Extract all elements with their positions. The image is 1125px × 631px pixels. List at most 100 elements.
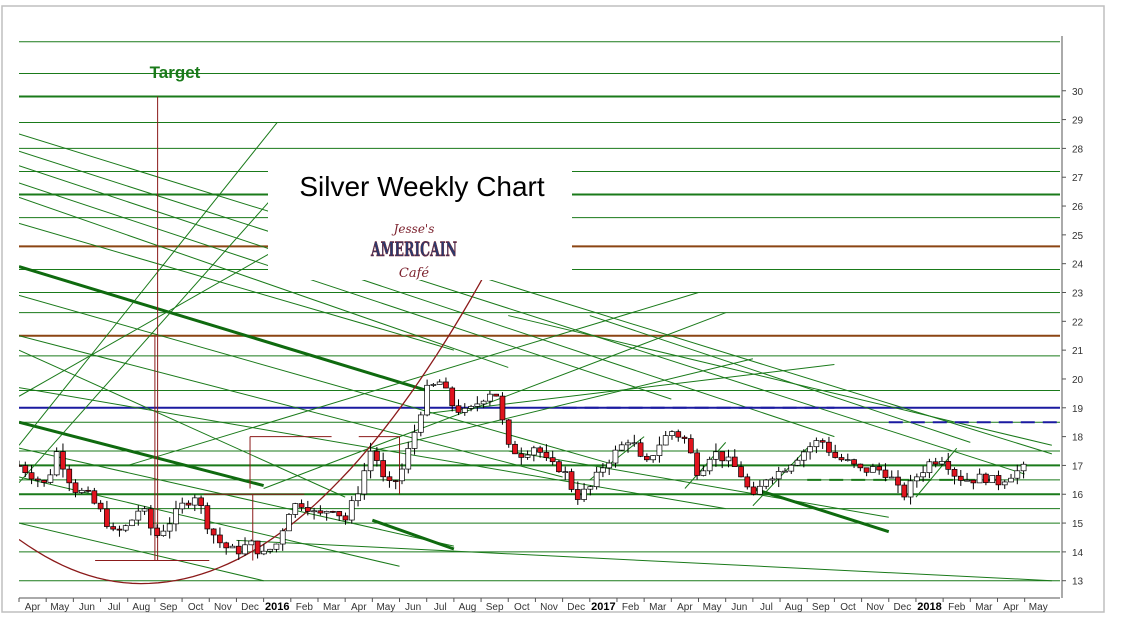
candle-body-18 xyxy=(129,519,135,527)
candle-body-127 xyxy=(813,440,820,448)
x-tick-label-32: Dec xyxy=(893,602,911,613)
x-tick-label-5: Sep xyxy=(160,602,178,613)
candle-body-112 xyxy=(719,451,726,462)
candle-body-44 xyxy=(292,503,299,515)
watermark-line2: AMERICAIN xyxy=(370,237,457,261)
candle-body-66 xyxy=(430,384,437,386)
candle-body-97 xyxy=(625,442,631,446)
y-tick-label-15: 15 xyxy=(1072,519,1084,530)
x-tick-label-17: Sep xyxy=(486,602,504,613)
candlesticks xyxy=(19,377,1027,560)
candle-body-83 xyxy=(537,447,543,453)
candle-body-140 xyxy=(895,476,901,486)
candle-body-129 xyxy=(826,441,832,453)
candle-body-101 xyxy=(650,455,656,461)
candle-body-143 xyxy=(913,476,920,482)
candle-body-116 xyxy=(744,476,751,488)
candle-body-6 xyxy=(53,451,60,476)
candle-body-0 xyxy=(19,465,22,467)
x-tick-label-1: May xyxy=(50,602,69,613)
candle-body-48 xyxy=(317,510,324,514)
candle-body-58 xyxy=(380,460,387,478)
candle-body-43 xyxy=(286,514,292,532)
candle-body-54 xyxy=(355,493,361,502)
candle-body-103 xyxy=(662,435,669,446)
y-tick-label-22: 22 xyxy=(1072,317,1084,328)
candle-body-80 xyxy=(518,453,525,458)
candle-body-125 xyxy=(800,451,807,461)
candle-body-119 xyxy=(763,479,770,487)
candle-body-90 xyxy=(581,488,587,500)
candle-body-50 xyxy=(330,511,336,513)
candle-body-128 xyxy=(819,440,826,443)
x-tick-label-12: Apr xyxy=(351,602,367,613)
candle-body-40 xyxy=(267,548,273,552)
y-tick-label-20: 20 xyxy=(1072,375,1084,386)
trend-line-14 xyxy=(589,315,971,443)
y-tick-label-13: 13 xyxy=(1072,577,1084,588)
candle-body-152 xyxy=(970,479,977,484)
candle-body-60 xyxy=(392,480,399,482)
x-tick-label-16: Aug xyxy=(459,602,477,613)
candle-body-3 xyxy=(34,478,41,481)
candle-body-36 xyxy=(242,544,248,555)
trend-line-2 xyxy=(19,165,835,438)
x-tick-label-0: Apr xyxy=(25,602,41,613)
watermark-line3: Café xyxy=(399,266,430,281)
x-tick-label-15: Jul xyxy=(434,602,447,613)
watermark-logo: Jesse's AMERICAIN Café xyxy=(370,222,457,281)
trend-line-8 xyxy=(19,349,346,498)
candle-body-28 xyxy=(191,497,198,506)
candle-body-158 xyxy=(1008,477,1014,483)
y-tick-label-26: 26 xyxy=(1072,202,1084,213)
candle-body-70 xyxy=(455,405,462,413)
candle-body-153 xyxy=(976,473,983,484)
candle-body-121 xyxy=(775,471,782,480)
candle-body-141 xyxy=(901,484,908,498)
candle-body-8 xyxy=(66,468,73,484)
x-tick-label-18: Oct xyxy=(514,602,530,613)
y-tick-label-16: 16 xyxy=(1072,490,1084,501)
x-tick-label-26: Jun xyxy=(731,602,747,613)
x-tick-label-19: Nov xyxy=(540,602,558,613)
x-tick-label-27: Jul xyxy=(760,602,773,613)
candle-body-29 xyxy=(198,497,204,506)
trend-line-7 xyxy=(19,294,618,466)
candle-body-12 xyxy=(91,490,98,504)
candle-body-157 xyxy=(1001,481,1008,486)
candle-body-4 xyxy=(41,479,47,483)
candle-body-124 xyxy=(794,459,801,466)
candle-body-123 xyxy=(788,464,795,472)
candle-body-148 xyxy=(945,461,952,470)
candle-body-155 xyxy=(989,475,996,484)
candle-body-130 xyxy=(832,451,839,458)
trend-line-21 xyxy=(19,176,292,484)
candle-body-134 xyxy=(857,463,864,469)
candle-body-160 xyxy=(1020,463,1027,472)
x-tick-label-30: Oct xyxy=(840,602,856,613)
candle-body-136 xyxy=(870,466,876,473)
candle-body-74 xyxy=(480,400,487,405)
y-tick-label-28: 28 xyxy=(1072,144,1084,155)
candle-body-91 xyxy=(587,486,594,490)
x-tick-label-35: Mar xyxy=(975,602,993,613)
candle-body-105 xyxy=(675,431,682,438)
candle-body-53 xyxy=(348,500,355,521)
candle-body-111 xyxy=(713,451,719,460)
candle-body-65 xyxy=(424,384,430,416)
candle-body-126 xyxy=(807,446,813,453)
candle-body-106 xyxy=(681,436,688,439)
candle-body-24 xyxy=(166,523,173,532)
y-axis: 13 14 15 16 17 18 19 20 21 22 23 24 25 26 27 28 29 30 xyxy=(1061,36,1084,598)
candle-body-33 xyxy=(223,542,230,549)
candle-body-107 xyxy=(687,438,694,454)
candle-body-62 xyxy=(405,448,412,470)
candle-body-59 xyxy=(386,476,393,481)
candle-body-23 xyxy=(160,530,167,536)
title-box xyxy=(268,158,572,280)
candle-body-100 xyxy=(644,455,650,461)
candle-body-5 xyxy=(47,474,54,483)
candle-body-139 xyxy=(888,476,895,479)
trend-line-10 xyxy=(19,447,454,547)
